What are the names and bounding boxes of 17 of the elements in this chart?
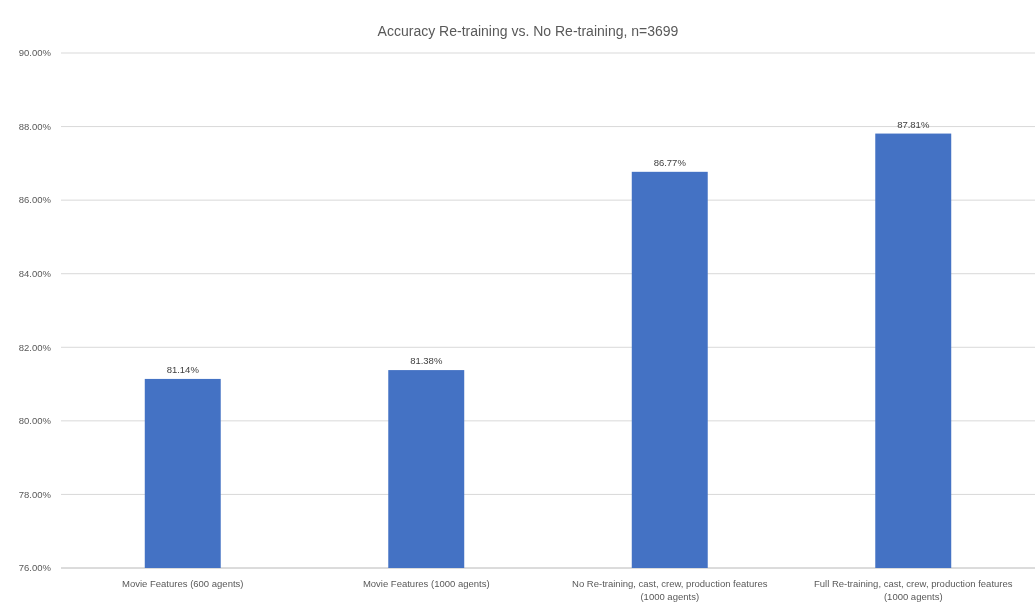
y-tick-label: 84.00% [18, 268, 52, 280]
y-tick-label: 78.00% [18, 488, 52, 500]
x-tick-label: Movie Features (1000 agents) [362, 578, 490, 589]
y-tick-label: 88.00% [18, 120, 52, 132]
y-tick-label: 86.00% [18, 194, 52, 206]
data-label: 87.81% [897, 118, 930, 130]
y-tick-label: 90.00% [18, 47, 52, 59]
y-tick-label: 76.00% [18, 562, 52, 574]
y-tick-label: 82.00% [18, 341, 52, 353]
data-label: 81.38% [410, 355, 443, 367]
y-tick-label: 80.00% [18, 415, 52, 427]
chart-title: Accuracy Re-training vs. No Re-training, n=3699 [377, 23, 679, 39]
data-label: 86.77% [653, 156, 687, 168]
x-tick-label: No Re-training, cast, crew, production features (1000 agents) [572, 578, 768, 602]
data-label: 81.14% [166, 363, 200, 375]
x-tick-label: Movie Features (600 agents) [122, 578, 244, 589]
x-tick-label: Full Re-training, cast, crew, production features (1000 agents) [813, 578, 1013, 602]
